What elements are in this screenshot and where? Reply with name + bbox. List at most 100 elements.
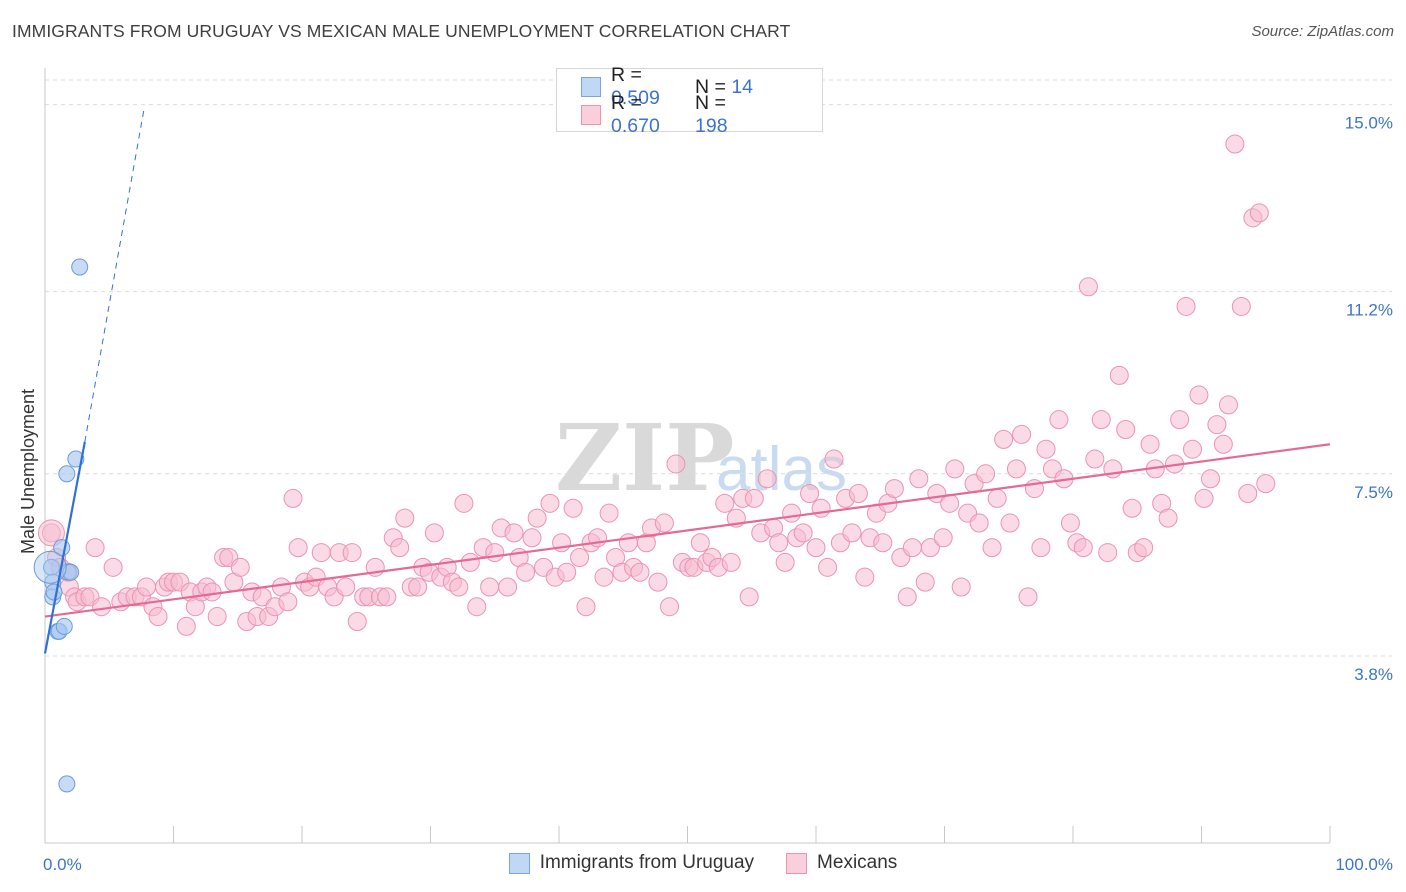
mexicans-point (207, 607, 227, 627)
mexicans-point (994, 429, 1014, 449)
legend-n-value: 14 (731, 75, 754, 98)
y-axis-label: Male Unemployment (18, 389, 38, 554)
mexicans-point (540, 493, 560, 513)
mexicans-point (660, 597, 680, 617)
mexicans-point (449, 577, 469, 597)
uruguay-trend-extension (84, 109, 145, 442)
mexicans-point (480, 577, 500, 597)
mexicans-point (516, 562, 536, 582)
mexicans-point (1140, 434, 1160, 454)
mexicans-point (176, 616, 196, 636)
mexicans-point (1073, 538, 1093, 558)
mexicans-point (395, 508, 415, 528)
mexicans-trend-line (44, 443, 1331, 618)
mexicans-point (987, 488, 1007, 508)
mexicans-point (454, 493, 474, 513)
mexicans-point (1238, 483, 1258, 503)
mexicans-point (744, 488, 764, 508)
mexicans-point (278, 592, 298, 612)
mexicans-point (522, 528, 542, 548)
mexicans-point (1200, 469, 1220, 489)
mexicans-point (775, 552, 795, 572)
mexicans-point (769, 533, 789, 553)
mexicans-point (920, 538, 940, 558)
mexicans-point (1000, 513, 1020, 533)
mexicans-point (1031, 538, 1051, 558)
y-tick-label: 15.0% (1345, 114, 1393, 133)
mexicans-point (1006, 459, 1026, 479)
mexicans-point (897, 587, 917, 607)
mexicans-point (1012, 424, 1032, 444)
mexicans-point (594, 567, 614, 587)
mexicans-point (485, 543, 505, 563)
mexicans-point (498, 577, 518, 597)
mexicans-point (342, 543, 362, 563)
mexicans-point (1256, 474, 1276, 494)
mexicans-point (806, 538, 826, 558)
mexicans-point (230, 557, 250, 577)
mexicans-point (1170, 410, 1190, 430)
mexicans-point (390, 538, 410, 558)
legend-n-label: N = (695, 92, 726, 114)
mexicans-point (1122, 498, 1142, 518)
mexicans-point (1158, 508, 1178, 528)
mexicans-point (148, 607, 168, 627)
mexicans-swatch-icon (581, 105, 601, 125)
mexicans-point (1176, 296, 1196, 316)
mexicans-point (945, 459, 965, 479)
mexicans-point (103, 557, 123, 577)
mexicans-point (739, 587, 759, 607)
mexicans-point (1078, 277, 1098, 297)
mexicans-point (630, 562, 650, 582)
uruguay-point (58, 465, 76, 483)
mexicans-point-large (37, 519, 65, 547)
mexicans-point (1049, 410, 1069, 430)
mexicans-point (976, 464, 996, 484)
mexicans-point (1231, 296, 1251, 316)
mexicans-point (460, 552, 480, 572)
mexicans-point (1218, 395, 1238, 415)
y-tick-label: 7.5% (1354, 483, 1393, 502)
mexicans-point (855, 567, 875, 587)
mexicans-point (909, 469, 929, 489)
uruguay-point (58, 775, 76, 793)
uruguay-legend-icon (508, 852, 530, 874)
uruguay-point (55, 617, 73, 635)
legend-label-mexicans: Mexicans (817, 852, 898, 873)
mexicans-point (951, 577, 971, 597)
watermark-zip: ZIP (555, 404, 734, 512)
mexicans-point (1213, 434, 1233, 454)
source-label: Source: ZipAtlas.com (1251, 23, 1394, 40)
mexicans-point (408, 577, 428, 597)
mexicans-point (570, 547, 590, 567)
mexicans-point (1194, 488, 1214, 508)
legend-item-uruguay[interactable]: Immigrants from Uruguay (508, 852, 754, 874)
mexicans-point (1207, 415, 1227, 435)
mexicans-point (902, 538, 922, 558)
mexicans-point (424, 523, 444, 543)
mexicans-point (336, 577, 356, 597)
mexicans-point (811, 498, 831, 518)
legend-r-value: 0.670 (611, 115, 660, 137)
mexicans-point (915, 572, 935, 592)
mexicans-point (1225, 134, 1245, 154)
legend-n-value: 198 (695, 115, 728, 137)
series-legend: Immigrants from Uruguay Mexicans (0, 852, 1406, 874)
mexicans-point (842, 523, 862, 543)
uruguay-point-large (33, 550, 67, 584)
legend-n-label: N = (695, 75, 732, 98)
legend-item-mexicans[interactable]: Mexicans (786, 852, 897, 874)
mexicans-point (599, 503, 619, 523)
uruguay-point (45, 583, 63, 601)
mexicans-point (873, 533, 893, 553)
mexicans-point (527, 508, 547, 528)
mexicans-point (1018, 587, 1038, 607)
mexicans-point (1098, 543, 1118, 563)
correlation-legend: R = 0.509 N = 14 R = 0.670 N = 198 (556, 64, 823, 137)
mexicans-point (1091, 410, 1111, 430)
mexicans-point (377, 587, 397, 607)
mexicans-point (202, 582, 222, 602)
mexicans-point (1189, 385, 1209, 405)
legend-r-label: R = (611, 64, 642, 86)
mexicans-point (824, 449, 844, 469)
